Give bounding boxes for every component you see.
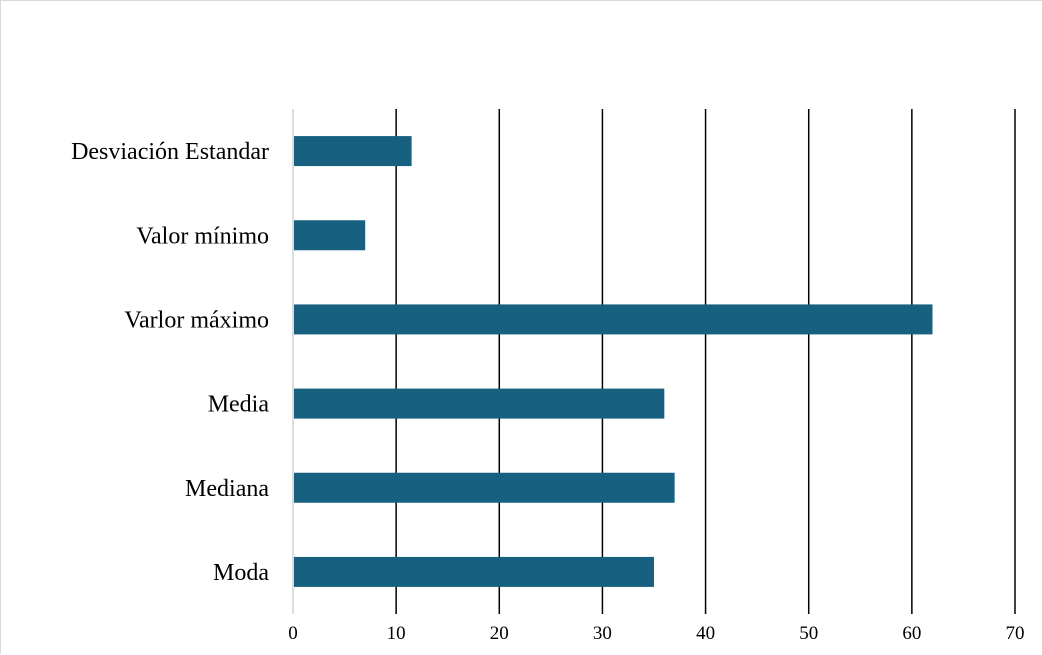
category-label: Desviación Estandar bbox=[71, 139, 269, 165]
category-label: Media bbox=[208, 392, 270, 418]
gridlines bbox=[292, 109, 1016, 614]
category-label: Valor mínimo bbox=[136, 223, 269, 249]
x-tick-label: 70 bbox=[1006, 623, 1025, 644]
x-tick-label: 50 bbox=[799, 623, 818, 644]
x-tick-label: 20 bbox=[490, 623, 509, 644]
bar bbox=[294, 304, 933, 335]
bar bbox=[294, 136, 412, 167]
bar bbox=[294, 556, 654, 587]
category-label: Mediana bbox=[185, 476, 269, 502]
category-label: Varlor máximo bbox=[124, 307, 269, 333]
x-tick-label: 30 bbox=[593, 623, 612, 644]
bars bbox=[294, 136, 933, 587]
bar bbox=[294, 472, 675, 503]
x-tick-label: 60 bbox=[902, 623, 921, 644]
x-axis-tick-labels: 0 10 20 30 40 50 60 70 bbox=[288, 623, 1024, 644]
category-labels: Desviación Estandar Valor mínimo Varlor má… bbox=[71, 139, 269, 586]
bar bbox=[294, 388, 665, 419]
category-label: Moda bbox=[213, 560, 269, 586]
x-tick-label: 10 bbox=[387, 623, 406, 644]
bar bbox=[294, 220, 366, 251]
x-tick-label: 0 bbox=[288, 623, 298, 644]
x-tick-label: 40 bbox=[696, 623, 715, 644]
